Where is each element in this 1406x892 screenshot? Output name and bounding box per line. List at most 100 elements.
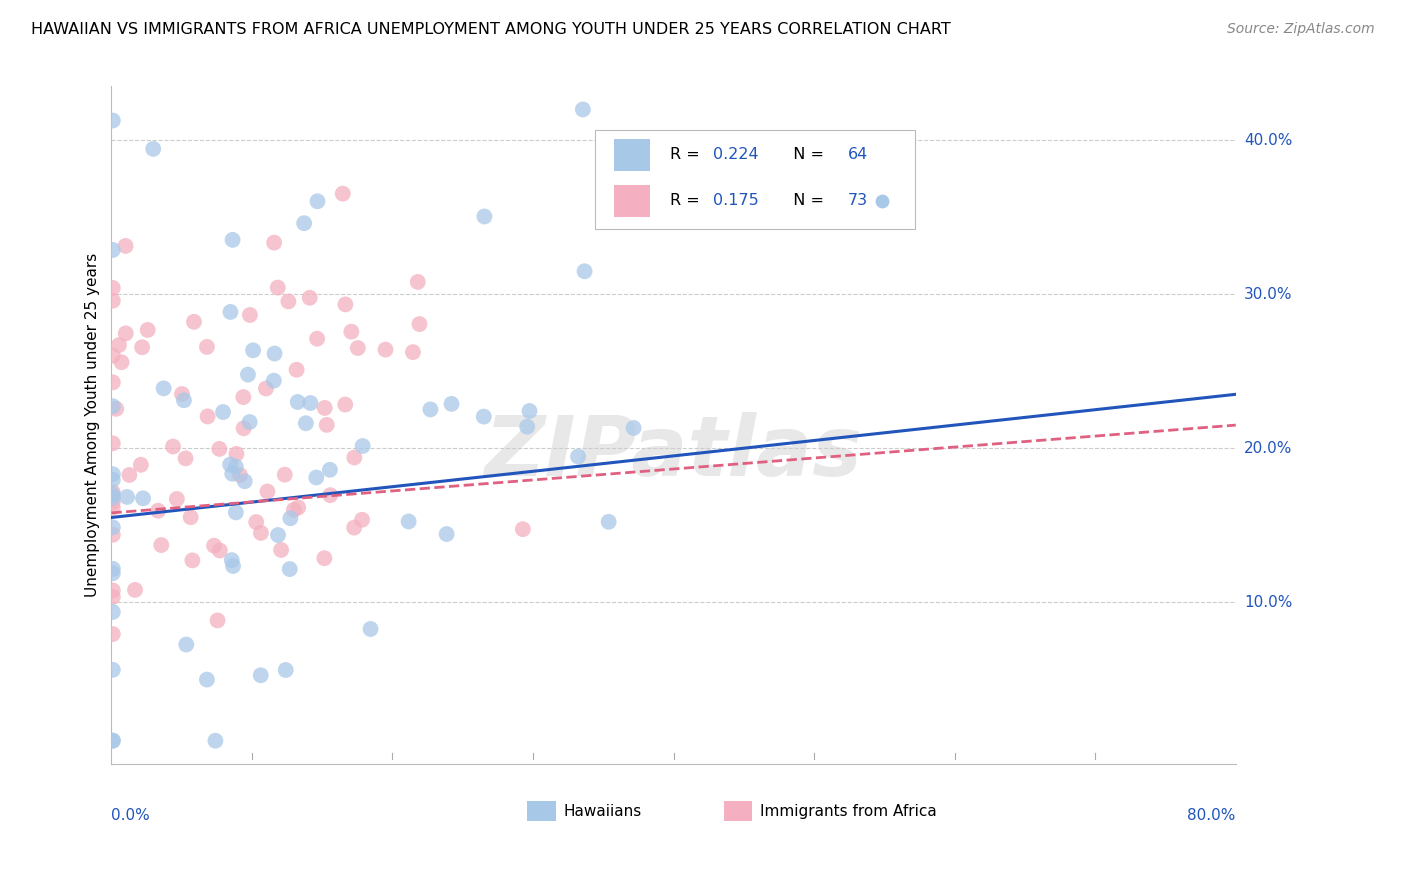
Point: [319, 488, 342, 502]
Point: [232, 390, 254, 404]
Y-axis label: Unemployment Among Youth under 25 years: Unemployment Among Youth under 25 years: [86, 253, 100, 598]
Point: [114, 239, 136, 253]
Point: [204, 733, 226, 747]
Point: [360, 622, 382, 636]
Point: [314, 551, 336, 566]
Text: 80.0%: 80.0%: [1188, 808, 1236, 823]
Point: [287, 395, 309, 409]
Point: [278, 562, 301, 576]
Point: [101, 467, 124, 482]
Point: [419, 402, 441, 417]
Text: 10.0%: 10.0%: [1244, 595, 1292, 609]
Point: [101, 663, 124, 677]
Point: [335, 297, 357, 311]
Point: [245, 515, 267, 529]
Point: [249, 668, 271, 682]
Point: [221, 553, 243, 567]
Point: [152, 381, 174, 395]
Point: [335, 398, 357, 412]
Point: [208, 442, 231, 456]
Point: [142, 142, 165, 156]
Text: 0.175: 0.175: [713, 194, 759, 209]
Point: [352, 439, 374, 453]
Point: [207, 614, 229, 628]
Point: [270, 543, 292, 558]
Point: [314, 401, 336, 415]
Point: [202, 539, 225, 553]
Point: [307, 332, 329, 346]
Point: [197, 409, 219, 424]
Point: [343, 520, 366, 534]
Text: R =: R =: [671, 147, 704, 162]
Point: [101, 495, 124, 509]
Point: [374, 343, 396, 357]
Point: [242, 343, 264, 358]
Point: [343, 450, 366, 465]
FancyBboxPatch shape: [614, 185, 650, 217]
Text: 30.0%: 30.0%: [1244, 286, 1292, 301]
Point: [173, 393, 195, 408]
Point: [101, 485, 124, 500]
Point: [436, 527, 458, 541]
Point: [267, 280, 290, 294]
Point: [195, 673, 218, 687]
Point: [474, 210, 496, 224]
Text: ZIPatlas: ZIPatlas: [485, 412, 862, 492]
Point: [274, 663, 297, 677]
Point: [101, 436, 124, 450]
Text: 0.0%: 0.0%: [111, 808, 150, 823]
Point: [136, 323, 159, 337]
Point: [285, 363, 308, 377]
Point: [225, 447, 247, 461]
Point: [307, 194, 329, 209]
Point: [101, 491, 124, 505]
Point: [108, 338, 131, 352]
Point: [219, 305, 242, 319]
Point: [472, 409, 495, 424]
Point: [519, 404, 541, 418]
Point: [162, 440, 184, 454]
Point: [352, 513, 374, 527]
Point: [250, 525, 273, 540]
Point: [124, 582, 146, 597]
Point: [287, 500, 309, 515]
Point: [174, 638, 197, 652]
Text: 73: 73: [848, 194, 868, 209]
Point: [166, 491, 188, 506]
Point: [101, 473, 124, 487]
Point: [221, 467, 243, 481]
Point: [574, 264, 596, 278]
Point: [222, 559, 245, 574]
Point: [101, 733, 124, 747]
Point: [572, 103, 595, 117]
Point: [101, 281, 124, 295]
Point: [598, 515, 620, 529]
Point: [212, 405, 235, 419]
Point: [101, 293, 124, 308]
Point: [315, 417, 337, 432]
Point: [406, 275, 429, 289]
Point: [239, 415, 262, 429]
Text: Source: ZipAtlas.com: Source: ZipAtlas.com: [1227, 22, 1375, 37]
Point: [183, 315, 205, 329]
Point: [229, 468, 252, 483]
Point: [221, 233, 243, 247]
Text: Hawaiians: Hawaiians: [564, 804, 641, 819]
Point: [267, 528, 290, 542]
Point: [115, 490, 138, 504]
Point: [101, 562, 124, 576]
Point: [150, 538, 173, 552]
Point: [219, 458, 242, 472]
Point: [440, 397, 463, 411]
Text: 20.0%: 20.0%: [1244, 441, 1292, 456]
Point: [402, 345, 425, 359]
Text: R =: R =: [671, 194, 704, 209]
Point: [118, 468, 141, 483]
Point: [180, 510, 202, 524]
Point: [256, 484, 278, 499]
Point: [101, 566, 124, 581]
Point: [298, 291, 321, 305]
Point: [131, 340, 153, 354]
FancyBboxPatch shape: [614, 138, 650, 171]
Point: [254, 382, 277, 396]
